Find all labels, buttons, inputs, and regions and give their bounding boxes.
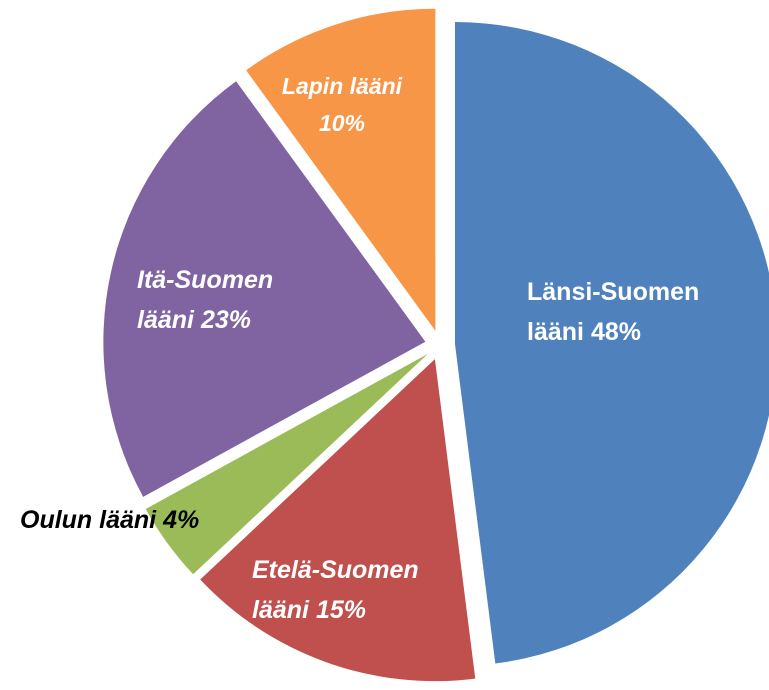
category-label: Itä-Suomen lääni: [137, 266, 274, 334]
value-label: 48%: [590, 318, 641, 346]
value-label: 23%: [200, 306, 251, 334]
category-label: Länsi-Suomen lääni: [527, 278, 700, 346]
category-label: Lapin lääni: [281, 73, 403, 99]
slice-label: Itä-Suomen lääni 23%: [137, 260, 337, 340]
category-label: Oulun lääni: [20, 506, 157, 534]
slice-label: Lapin lääni 10%: [278, 68, 406, 142]
slice-label: Oulun lääni 4%: [20, 500, 300, 540]
category-label: Etelä-Suomen lääni: [252, 556, 419, 624]
pie-slice: [103, 81, 426, 497]
pie-slice: [145, 353, 428, 575]
value-label: 10%: [318, 109, 366, 136]
pie-slice: [246, 8, 436, 331]
value-label: 15%: [315, 596, 366, 624]
pie-slice: [200, 359, 476, 682]
pie-slice: [454, 22, 769, 664]
slice-label: Länsi-Suomen lääni 48%: [527, 272, 759, 352]
value-label: 4%: [163, 506, 200, 534]
slice-label: Etelä-Suomen lääni 15%: [252, 550, 467, 630]
